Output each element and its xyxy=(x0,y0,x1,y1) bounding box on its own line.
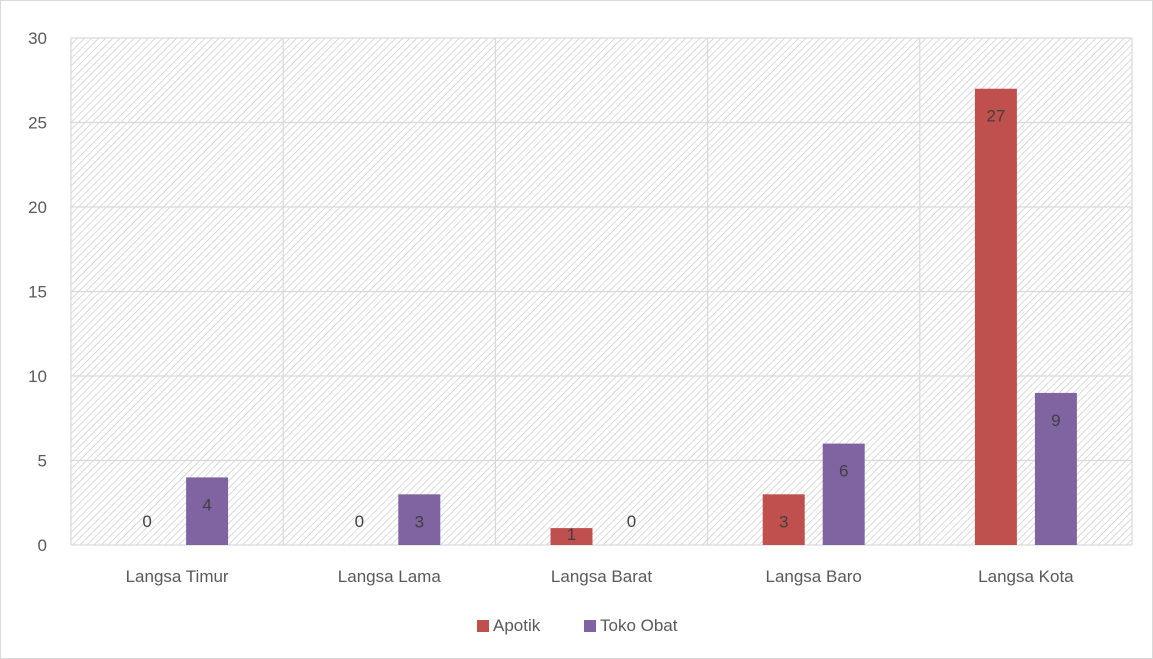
data-label: 6 xyxy=(839,462,848,481)
x-axis: Langsa Timur Langsa Lama Langsa Barat Langs… xyxy=(126,567,1075,586)
y-tick-label: 5 xyxy=(38,452,47,471)
bars xyxy=(186,88,1077,545)
data-labels: 0 4 0 3 1 0 3 6 27 9 xyxy=(142,107,1060,544)
y-tick-label: 25 xyxy=(28,114,47,133)
x-tick-label: Langsa Baro xyxy=(765,567,861,586)
data-label: 4 xyxy=(202,495,211,514)
bar-toko-obat-0 xyxy=(186,477,229,545)
data-label: 1 xyxy=(567,525,576,544)
data-label: 0 xyxy=(355,512,364,531)
legend-swatch xyxy=(477,620,489,632)
data-label: 0 xyxy=(627,512,636,531)
bar-apotik-4 xyxy=(974,88,1017,545)
y-tick-label: 15 xyxy=(28,283,47,302)
gridlines xyxy=(70,37,1133,546)
legend: Apotik Toko Obat xyxy=(477,616,678,635)
bar-toko-obat-4 xyxy=(1034,392,1077,545)
bar-apotik-3 xyxy=(762,494,805,545)
bar-apotik-2 xyxy=(550,528,593,545)
x-tick-label: Langsa Timur xyxy=(126,567,229,586)
bar-toko-obat-1 xyxy=(398,494,441,545)
x-tick-label: Langsa Lama xyxy=(338,567,442,586)
data-label: 3 xyxy=(415,512,424,531)
y-tick-label: 0 xyxy=(38,536,47,555)
x-tick-label: Langsa Kota xyxy=(978,567,1074,586)
bar-toko-obat-3 xyxy=(822,443,865,545)
data-label: 3 xyxy=(779,512,788,531)
data-label: 27 xyxy=(986,107,1005,126)
legend-label: Toko Obat xyxy=(600,616,678,635)
y-tick-label: 30 xyxy=(28,29,47,48)
y-axis: 0 5 10 15 20 25 30 xyxy=(28,29,47,555)
y-tick-label: 20 xyxy=(28,198,47,217)
legend-label: Apotik xyxy=(493,616,541,635)
data-label: 9 xyxy=(1051,411,1060,430)
legend-swatch xyxy=(584,620,596,632)
data-label: 0 xyxy=(142,512,151,531)
x-tick-label: Langsa Barat xyxy=(551,567,652,586)
y-tick-label: 10 xyxy=(28,367,47,386)
